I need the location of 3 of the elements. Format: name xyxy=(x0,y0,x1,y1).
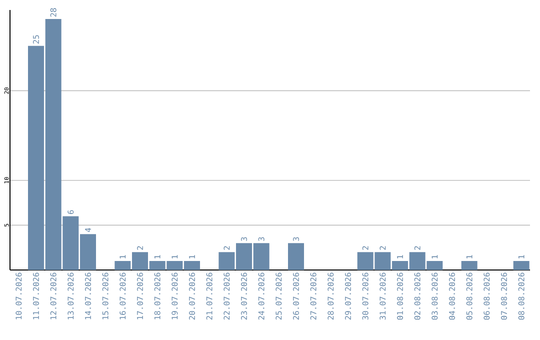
bar xyxy=(461,261,478,270)
bar xyxy=(513,261,530,270)
bar xyxy=(288,243,304,270)
